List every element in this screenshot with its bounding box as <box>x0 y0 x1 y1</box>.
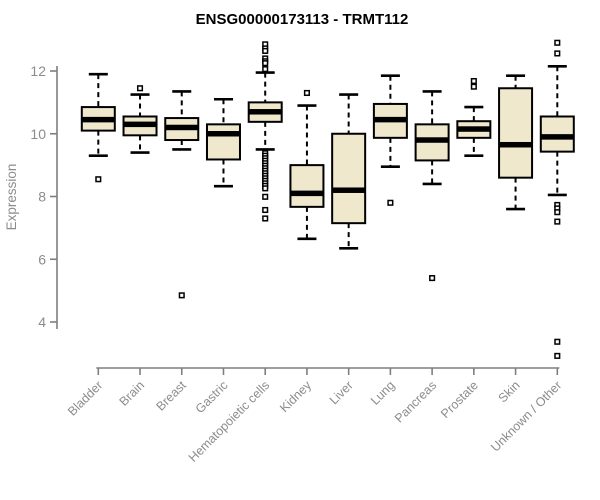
outlier-hematopoietic-cells <box>262 215 269 222</box>
x-tick-label-unknown-other: Unknown / Other <box>488 378 564 454</box>
median-brain <box>123 121 157 128</box>
median-liver <box>332 187 366 193</box>
outlier-brain <box>136 85 144 92</box>
outlier-hematopoietic-cells <box>262 60 269 67</box>
chart-title: ENSG00000173113 - TRMT112 <box>196 11 409 28</box>
median-gastric <box>206 131 240 137</box>
x-tick-label-pancreas: Pancreas <box>392 378 439 425</box>
outlier-hematopoietic-cells <box>262 47 269 54</box>
median-pancreas <box>415 137 449 143</box>
outlier-unknown-other <box>554 218 561 225</box>
median-unknown-other <box>540 134 574 140</box>
box-skin <box>498 87 534 179</box>
x-tick-label-gastric: Gastric <box>193 378 231 416</box>
box-gastric <box>205 123 241 161</box>
median-bladder <box>81 116 115 123</box>
outlier-breast <box>178 292 185 299</box>
median-hematopoietic-cells <box>248 109 282 115</box>
x-tick-label-skin: Skin <box>496 378 523 405</box>
x-tick-label-bladder: Bladder <box>65 378 105 418</box>
x-tick-label-brain: Brain <box>117 378 148 409</box>
y-axis-label: Expression <box>4 164 19 231</box>
box-unknown-other <box>539 115 575 153</box>
median-breast <box>165 124 199 131</box>
box-kidney <box>289 164 325 208</box>
x-tick-label-prostate: Prostate <box>438 378 481 421</box>
outlier-kidney <box>303 89 310 97</box>
x-tick-label-liver: Liver <box>327 378 356 407</box>
x-tick-label-breast: Breast <box>153 378 189 414</box>
outlier-unknown-other <box>554 50 561 57</box>
x-tick-label-lung: Lung <box>368 378 398 408</box>
median-lung <box>373 116 407 123</box>
y-tick-label: 6 <box>38 251 46 267</box>
outlier-hematopoietic-cells <box>262 185 269 192</box>
outlier-prostate <box>470 77 477 85</box>
outlier-hematopoietic-cells <box>262 193 269 200</box>
outlier-unknown-other <box>554 338 561 345</box>
outlier-prostate <box>470 83 477 90</box>
outlier-lung <box>387 199 394 206</box>
y-tick-label: 10 <box>30 126 46 142</box>
outlier-pancreas <box>429 275 436 282</box>
y-tick-label: 8 <box>38 189 46 205</box>
outlier-bladder <box>95 176 102 183</box>
x-tick-label-hematopoietic-cells: Hematopoietic cells <box>186 378 273 465</box>
outlier-unknown-other <box>554 352 561 359</box>
median-skin <box>499 141 533 148</box>
median-kidney <box>290 190 324 197</box>
y-tick-label: 4 <box>38 314 46 330</box>
y-tick-label: 12 <box>30 63 46 79</box>
outlier-unknown-other <box>554 39 561 46</box>
outlier-hematopoietic-cells <box>262 66 269 73</box>
x-tick-label-kidney: Kidney <box>277 378 314 415</box>
outlier-unknown-other <box>554 209 561 216</box>
median-prostate <box>457 126 491 132</box>
outlier-hematopoietic-cells <box>262 206 269 214</box>
box-liver <box>331 132 367 225</box>
